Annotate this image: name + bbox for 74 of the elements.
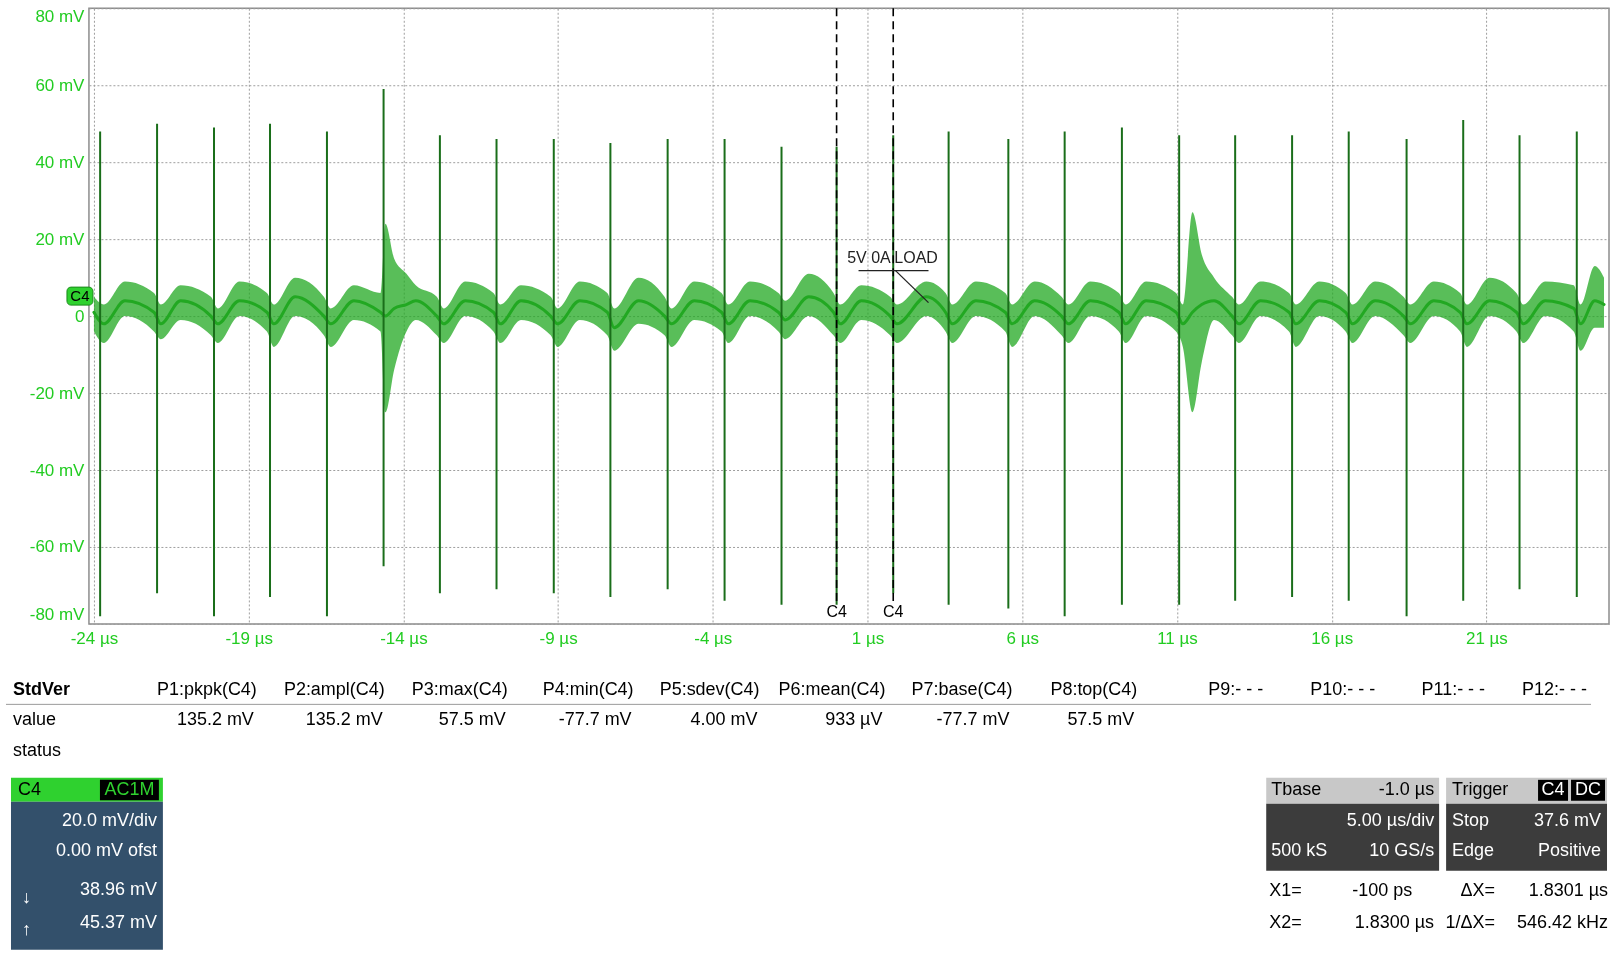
- text: P12:- - -: [1522, 678, 1588, 699]
- text: 4.00 mV: [690, 708, 758, 729]
- ref-line-label: C4: [826, 602, 847, 620]
- y-tick-label: 20 mV: [35, 229, 86, 249]
- text: P8:top(C4): [1050, 678, 1138, 699]
- y-tick-label: 0: [75, 306, 85, 326]
- y-tick-label: 80 mV: [35, 6, 86, 26]
- x-tick-label: -4 µs: [694, 629, 733, 649]
- text: Stop: [1452, 809, 1490, 830]
- x-tick-label: -24 µs: [70, 629, 119, 649]
- annotation: 5V 0A LOAD: [847, 248, 938, 266]
- y-tick-label: -80 mV: [29, 605, 86, 625]
- text: 37.6 mV: [1534, 809, 1602, 830]
- text: ΔX=: [1460, 880, 1496, 901]
- text: value: [12, 708, 56, 729]
- text: 5.00 µs/div: [1346, 809, 1435, 830]
- text: 57.5 mV: [438, 708, 506, 729]
- text: X2=: [1269, 912, 1302, 933]
- x-tick-label: 21 µs: [1465, 629, 1508, 649]
- y-tick-label: -60 mV: [29, 537, 86, 557]
- text: P9:- - -: [1208, 678, 1264, 699]
- text: Positive: [1538, 839, 1602, 860]
- text: Edge: [1452, 839, 1495, 860]
- text: P2:ampl(C4): [283, 678, 385, 699]
- text: 135.2 mV: [176, 708, 254, 729]
- text: Tbase: [1271, 778, 1322, 799]
- text: 57.5 mV: [1067, 708, 1135, 729]
- text: X1=: [1269, 880, 1302, 901]
- text: -1.0 µs: [1378, 778, 1435, 799]
- text: C4: [17, 778, 41, 799]
- x-tick-label: -19 µs: [225, 629, 273, 649]
- text: 135.2 mV: [305, 708, 383, 729]
- text: P10:- - -: [1310, 678, 1376, 699]
- x-tick-label: 16 µs: [1311, 629, 1354, 649]
- text: StdVer: [12, 678, 70, 699]
- text: P6:mean(C4): [778, 678, 886, 699]
- text: -77.7 mV: [558, 708, 632, 729]
- text: P7:base(C4): [911, 678, 1013, 699]
- text: ↑: [21, 918, 31, 939]
- x-tick-label: 11 µs: [1157, 629, 1198, 649]
- text: 38.96 mV: [79, 879, 157, 900]
- x-tick-label: 1 µs: [851, 629, 885, 649]
- y-tick-label: 40 mV: [35, 152, 86, 172]
- text: 500 kS: [1271, 839, 1328, 860]
- text: status: [12, 739, 61, 760]
- text: -77.7 mV: [936, 708, 1010, 729]
- text: P3:max(C4): [411, 678, 508, 699]
- text: ↓: [21, 886, 31, 907]
- annotation: C4: [70, 287, 90, 305]
- x-tick-label: 6 µs: [1006, 629, 1039, 649]
- x-tick-label: -14 µs: [380, 629, 428, 649]
- y-tick-label: -40 mV: [29, 460, 86, 480]
- text: 1.8300 µs: [1354, 912, 1435, 933]
- text: 933 µV: [825, 708, 883, 729]
- text: P4:min(C4): [542, 678, 634, 699]
- text: P1:pkpk(C4): [156, 678, 257, 699]
- text: 1/ΔX=: [1445, 912, 1496, 933]
- text: 10 GS/s: [1369, 839, 1435, 860]
- text: DC: [1575, 778, 1602, 799]
- text: 546.42 kHz: [1517, 912, 1609, 933]
- text: 20.0 mV/div: [62, 809, 157, 830]
- text: P11:- - -: [1421, 678, 1486, 699]
- y-tick-label: -20 mV: [29, 383, 86, 403]
- ref-line-label: C4: [883, 602, 904, 620]
- y-tick-label: 60 mV: [35, 75, 86, 95]
- text: P5:sdev(C4): [659, 678, 760, 699]
- text: C4: [1541, 778, 1565, 799]
- text: AC1M: [104, 778, 155, 799]
- text: -100 ps: [1352, 880, 1413, 901]
- text: Trigger: [1452, 778, 1509, 799]
- text: 0.00 mV ofst: [56, 839, 157, 860]
- x-tick-label: -9 µs: [539, 629, 578, 649]
- text: 1.8301 µs: [1528, 880, 1609, 901]
- text: 45.37 mV: [79, 912, 157, 933]
